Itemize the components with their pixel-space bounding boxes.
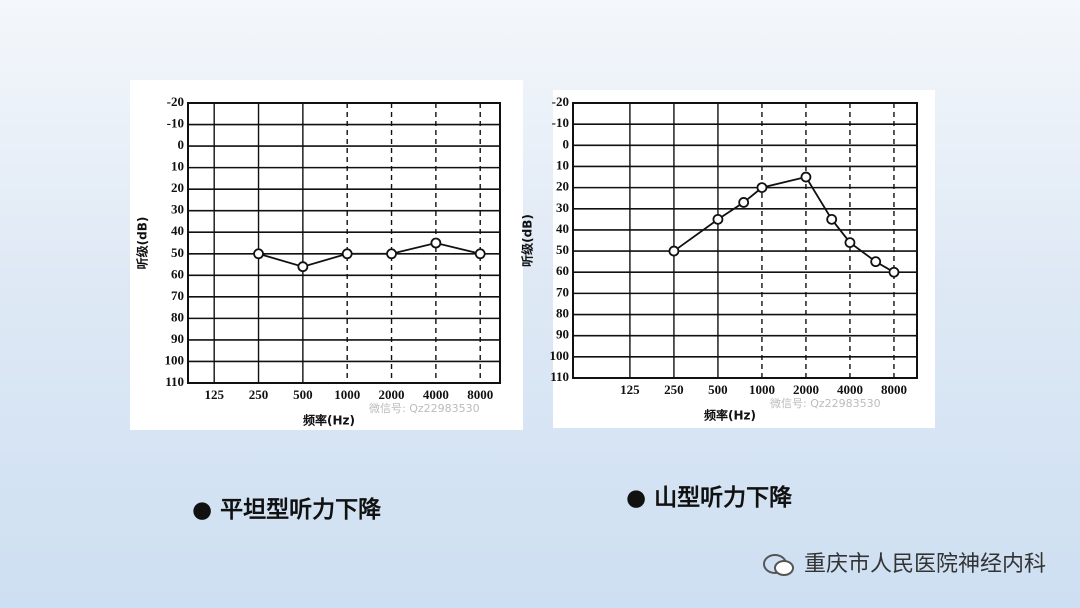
x-tick-label: 500: [293, 387, 313, 402]
data-point: [844, 237, 856, 249]
x-tick-label: 8000: [467, 387, 493, 402]
y-tick-label: 70: [171, 288, 184, 303]
y-tick-label: 100: [165, 352, 185, 367]
y-tick-label: 30: [556, 200, 569, 215]
data-point: [888, 266, 900, 278]
y-tick-label: 110: [550, 369, 569, 384]
y-tick-label: 90: [556, 327, 569, 342]
data-point: [253, 248, 264, 260]
x-tick-label: 4000: [837, 382, 863, 397]
y-tick-label: 0: [178, 137, 185, 152]
x-tick-label: 8000: [881, 382, 907, 397]
y-tick-label: 10: [556, 157, 569, 172]
data-point: [668, 245, 680, 257]
data-point: [386, 248, 397, 260]
y-tick-label: 70: [556, 284, 569, 299]
y-tick-label: 50: [171, 245, 184, 260]
data-point: [430, 237, 442, 249]
y-tick-label: 40: [556, 221, 569, 236]
watermark: 微信号: Qz22983530: [369, 401, 480, 415]
y-tick-label: 40: [171, 223, 184, 238]
caption: ● 平坦型听力下降: [192, 497, 382, 523]
y-tick-label: 20: [556, 179, 569, 194]
data-line: [258, 242, 481, 268]
x-tick-label: 125: [620, 382, 640, 397]
y-tick-label: 80: [556, 306, 569, 321]
data-point: [826, 213, 838, 225]
y-tick-label: 90: [171, 331, 184, 346]
plot-frame: [572, 102, 918, 379]
y-tick-label: 30: [171, 202, 184, 217]
x-tick-label: 2000: [793, 382, 819, 397]
y-tick-label: 110: [165, 374, 184, 389]
footer-text: 重庆市人民医院神经内科: [803, 552, 1046, 577]
x-axis-label: 频率(Hz): [303, 413, 355, 428]
y-tick-label: 50: [556, 242, 569, 257]
y-tick-label: -10: [552, 115, 569, 130]
wechat-icon: [762, 554, 794, 576]
y-axis-label: 听级(dB): [135, 217, 150, 270]
y-tick-label: 80: [171, 309, 184, 324]
x-tick-label: 4000: [423, 387, 449, 402]
plot-frame: [187, 102, 501, 384]
data-point: [800, 171, 812, 183]
x-tick-label: 1000: [334, 387, 360, 402]
x-axis-label: 频率(Hz): [704, 408, 756, 423]
x-tick-label: 500: [708, 382, 728, 397]
y-tick-label: 60: [556, 263, 569, 278]
x-tick-label: 2000: [379, 387, 405, 402]
caption-text: 山型听力下降: [654, 485, 793, 511]
x-tick-label: 125: [204, 387, 224, 402]
caption-text: 平坦型听力下降: [220, 497, 382, 523]
panel: [130, 80, 523, 430]
watermark: 微信号: Qz22983530: [770, 396, 881, 410]
y-tick-label: 10: [171, 159, 184, 174]
y-axis-label: 听级(dB): [520, 214, 535, 267]
footer: 重庆市人民医院神经内科: [761, 546, 1046, 579]
y-tick-label: 60: [171, 266, 184, 281]
data-point: [297, 261, 309, 273]
data-point: [756, 182, 768, 194]
y-tick-label: -20: [552, 94, 569, 109]
data-point: [738, 197, 750, 208]
y-tick-label: 0: [563, 136, 570, 151]
data-point: [712, 213, 724, 225]
y-tick-label: -10: [167, 116, 184, 131]
caption: ● 山型听力下降: [626, 485, 793, 511]
y-tick-label: -20: [167, 94, 184, 109]
data-point: [474, 248, 486, 260]
y-tick-label: 100: [550, 348, 570, 363]
x-tick-label: 1000: [749, 382, 775, 397]
data-point: [341, 248, 353, 260]
x-tick-label: 250: [249, 387, 269, 402]
data-point: [870, 256, 882, 268]
x-tick-label: 250: [664, 382, 684, 397]
y-tick-label: 20: [171, 180, 184, 195]
